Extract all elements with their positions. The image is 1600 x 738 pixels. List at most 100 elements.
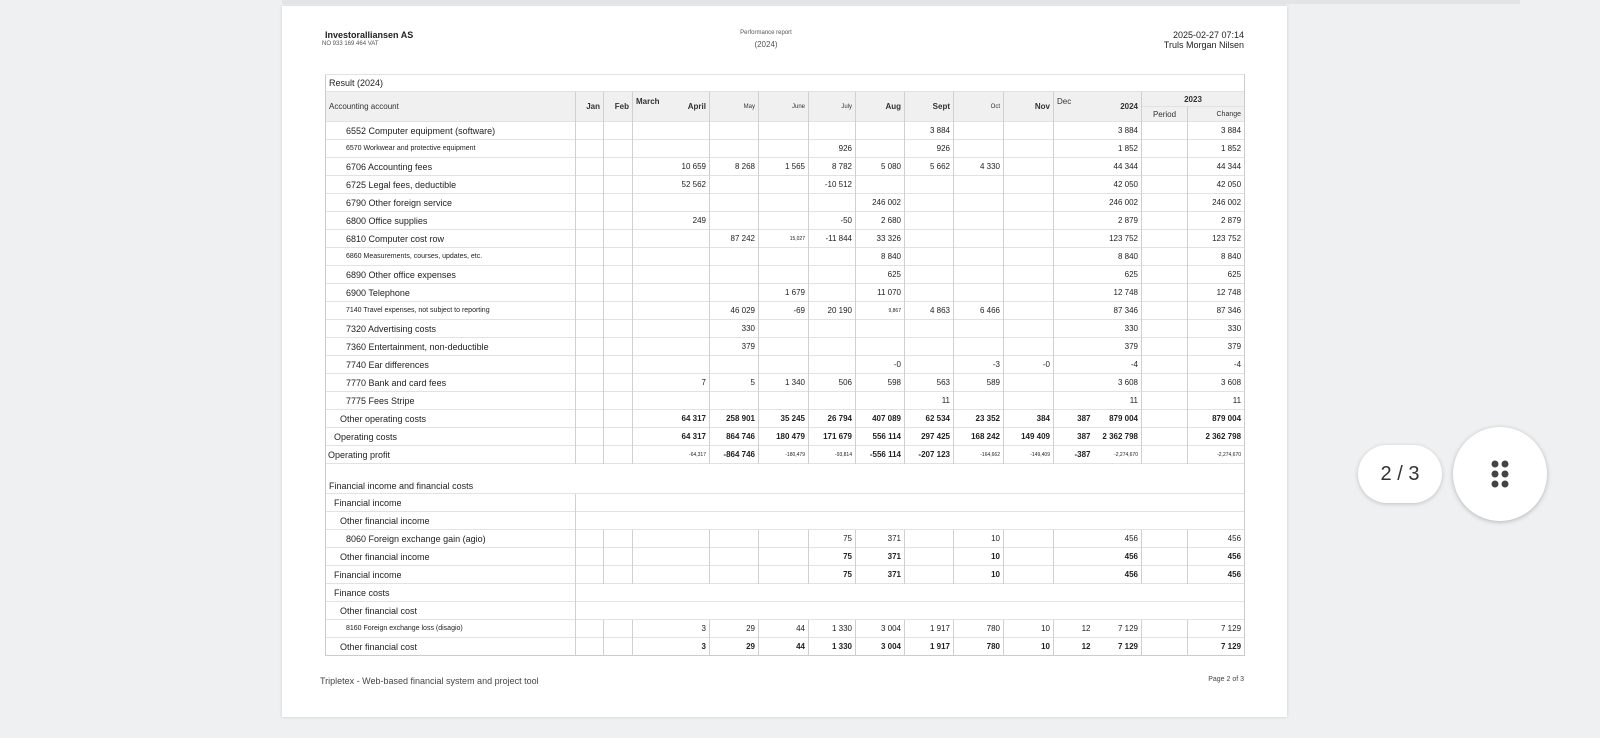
value-cell: 371 (855, 529, 905, 548)
value-cell: 379 (1186, 337, 1246, 356)
value-cell: 12 748 (1093, 283, 1142, 302)
menu-button[interactable] (1453, 427, 1547, 521)
value-cell (904, 529, 954, 548)
value-cell: 29 (709, 619, 759, 638)
value-cell (632, 193, 671, 212)
value-cell (1141, 373, 1188, 392)
value-cell (632, 301, 671, 320)
column-header: Nov (1003, 91, 1054, 122)
value-cell: 75 (808, 529, 856, 548)
value-cell (1003, 391, 1054, 410)
value-cell: 456 (1186, 529, 1246, 548)
value-cell: 75 (808, 565, 856, 584)
value-cell: 44 (758, 619, 809, 638)
table-row: 8160 Foreign exchange loss (disagio) 3 29 4… (325, 619, 1246, 638)
value-cell: 456 (1186, 565, 1246, 584)
value-cell (1141, 193, 1188, 212)
value-cell (603, 409, 633, 428)
value-cell: -0 (855, 355, 905, 374)
value-cell (904, 175, 954, 194)
header-row: Period Change (326, 106, 1246, 122)
value-cell: -180,479 (758, 445, 809, 464)
value-cell (709, 247, 759, 266)
value-cell (904, 211, 954, 230)
table-row: Other financial income 75 371 10 456 456 (325, 547, 1246, 566)
value-cell (808, 247, 856, 266)
value-cell (904, 247, 954, 266)
value-cell (709, 139, 759, 158)
value-cell: 879 004 (1186, 409, 1246, 428)
value-cell (632, 121, 671, 140)
value-cell: 10 (1003, 637, 1054, 656)
column-header: Feb (603, 91, 633, 122)
value-cell: 1 565 (758, 157, 809, 176)
account-label: Other financial cost (325, 601, 576, 620)
value-cell (670, 193, 710, 212)
value-cell (670, 283, 710, 302)
value-cell (603, 547, 633, 566)
value-cell (1053, 139, 1094, 158)
table-row: Other financial cost (325, 601, 1246, 620)
value-cell (953, 247, 1004, 266)
value-cell (758, 319, 809, 338)
company: Investoralliansen AS (325, 30, 414, 40)
empty-cell (574, 583, 1246, 602)
page-indicator[interactable]: 2 / 3 (1358, 445, 1442, 503)
value-cell: 6 466 (953, 301, 1004, 320)
value-cell: 926 (808, 139, 856, 158)
account-label: 7740 Ear differences (325, 355, 576, 374)
value-cell (603, 391, 633, 410)
value-cell (603, 121, 633, 140)
value-cell: 598 (855, 373, 905, 392)
value-cell (575, 619, 604, 638)
value-cell: -93,814 (808, 445, 856, 464)
value-cell (670, 139, 710, 158)
value-cell (758, 529, 809, 548)
column-header: May (709, 91, 759, 122)
value-cell (670, 337, 710, 356)
value-cell (758, 121, 809, 140)
value-cell: 456 (1186, 547, 1246, 566)
value-cell: 2 362 798 (1186, 427, 1246, 446)
value-cell (709, 529, 759, 548)
value-cell (855, 391, 905, 410)
value-cell (603, 445, 633, 464)
value-cell (632, 355, 671, 374)
value-cell (575, 139, 604, 158)
value-cell (1141, 301, 1188, 320)
value-cell: 11 (904, 391, 954, 410)
account-label: 8160 Foreign exchange loss (disagio) (325, 619, 576, 638)
value-cell: -4 (1093, 355, 1142, 374)
value-cell: 506 (808, 373, 856, 392)
value-cell (1003, 247, 1054, 266)
value-cell (632, 211, 671, 230)
account-label: Operating costs (325, 427, 576, 446)
value-cell: 123 752 (1186, 229, 1246, 248)
value-cell (670, 529, 710, 548)
value-cell: 371 (855, 565, 905, 584)
value-cell (603, 247, 633, 266)
value-cell (632, 391, 671, 410)
value-cell (575, 445, 604, 464)
value-cell (1003, 121, 1054, 140)
value-cell (603, 175, 633, 194)
value-cell (758, 139, 809, 158)
table-row: 6860 Measurements, courses, updates, etc… (325, 247, 1246, 266)
value-cell (575, 229, 604, 248)
value-cell: 246 002 (855, 193, 905, 212)
value-cell (575, 547, 604, 566)
value-cell (575, 247, 604, 266)
value-cell (575, 529, 604, 548)
value-cell (1141, 211, 1188, 230)
section-row: Financial income and financial costs (324, 463, 1246, 494)
account-header: Accounting account (325, 91, 576, 122)
value-cell: 1 917 (904, 619, 954, 638)
value-cell (953, 121, 1004, 140)
value-cell: 7 129 (1093, 619, 1142, 638)
value-cell: 246 002 (1093, 193, 1142, 212)
value-cell (1141, 529, 1188, 548)
value-cell: 1 852 (1093, 139, 1142, 158)
table-row: 7740 Ear differences -0 -3 -0 -4 -4 (325, 355, 1246, 374)
value-cell (855, 121, 905, 140)
value-cell: -149,409 (1003, 445, 1054, 464)
